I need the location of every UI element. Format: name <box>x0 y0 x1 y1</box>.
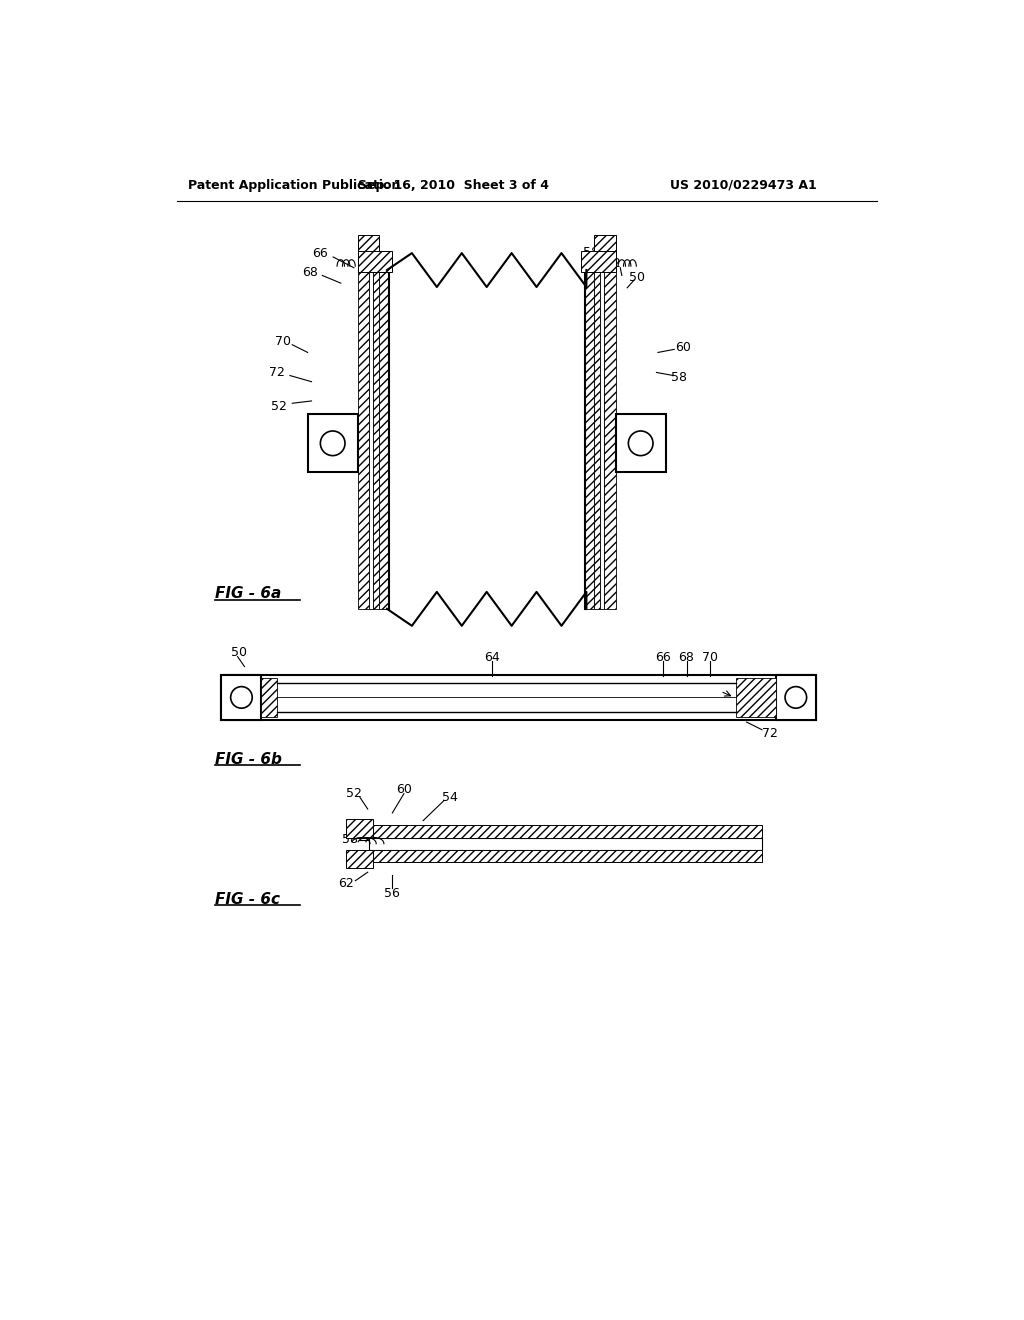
Bar <box>379 271 388 609</box>
Circle shape <box>230 686 252 708</box>
Text: Sep. 16, 2010  Sheet 3 of 4: Sep. 16, 2010 Sheet 3 of 4 <box>358 178 550 191</box>
Text: 50: 50 <box>629 271 645 284</box>
Text: 52: 52 <box>346 787 361 800</box>
Text: 50: 50 <box>231 647 248 659</box>
Text: FIG - 6c: FIG - 6c <box>215 891 281 907</box>
Bar <box>357 235 379 251</box>
Text: 70: 70 <box>275 335 291 348</box>
Text: 68: 68 <box>302 265 317 279</box>
Bar <box>585 271 594 609</box>
Bar <box>346 850 373 869</box>
Text: 66: 66 <box>655 651 672 664</box>
Bar <box>736 678 776 717</box>
Text: 52: 52 <box>271 400 287 413</box>
Text: 58: 58 <box>671 371 687 384</box>
Text: 56: 56 <box>384 887 400 900</box>
Bar <box>370 838 762 850</box>
Text: 58: 58 <box>583 246 599 259</box>
Text: 54: 54 <box>442 791 458 804</box>
Text: 60: 60 <box>396 783 412 796</box>
Text: 58: 58 <box>342 833 358 846</box>
Bar <box>370 271 373 609</box>
Bar <box>581 251 615 272</box>
Circle shape <box>629 430 653 455</box>
Bar <box>370 850 762 862</box>
Text: 62: 62 <box>338 878 354 890</box>
Circle shape <box>785 686 807 708</box>
Text: 72: 72 <box>762 727 777 741</box>
Bar <box>346 818 373 838</box>
Text: 64: 64 <box>484 651 501 664</box>
Circle shape <box>321 430 345 455</box>
Bar <box>221 675 816 719</box>
Bar <box>594 235 615 251</box>
Text: FIG - 6a: FIG - 6a <box>215 586 282 601</box>
Bar <box>604 271 615 609</box>
Bar <box>357 271 370 609</box>
Bar <box>373 271 379 609</box>
Bar <box>307 414 357 473</box>
Bar <box>594 271 600 609</box>
Text: 62: 62 <box>605 257 622 271</box>
Text: 68: 68 <box>679 651 694 664</box>
Text: Patent Application Publication: Patent Application Publication <box>188 178 400 191</box>
Text: FIG - 6b: FIG - 6b <box>215 751 283 767</box>
Text: US 2010/0229473 A1: US 2010/0229473 A1 <box>670 178 816 191</box>
Bar <box>776 675 816 719</box>
Bar <box>357 251 392 272</box>
Bar <box>221 675 261 719</box>
Bar <box>370 825 762 838</box>
Text: 70: 70 <box>701 651 718 664</box>
Text: 60: 60 <box>676 341 691 354</box>
Text: 66: 66 <box>312 247 328 260</box>
Bar <box>600 271 604 609</box>
Bar <box>615 414 666 473</box>
Text: 72: 72 <box>269 366 285 379</box>
Bar <box>261 678 276 717</box>
